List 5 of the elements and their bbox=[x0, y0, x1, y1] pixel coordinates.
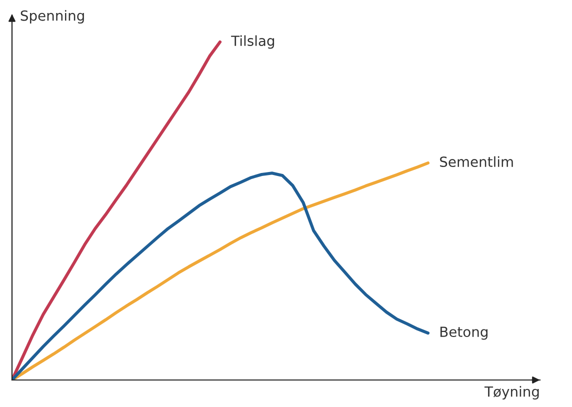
y-axis-title: Spenning bbox=[20, 10, 84, 24]
series-label: Betong bbox=[440, 326, 488, 340]
series-label: Tilslag bbox=[231, 35, 274, 49]
series-label: Sementlim bbox=[440, 156, 513, 168]
x-axis-title: Tøyning bbox=[484, 386, 539, 400]
